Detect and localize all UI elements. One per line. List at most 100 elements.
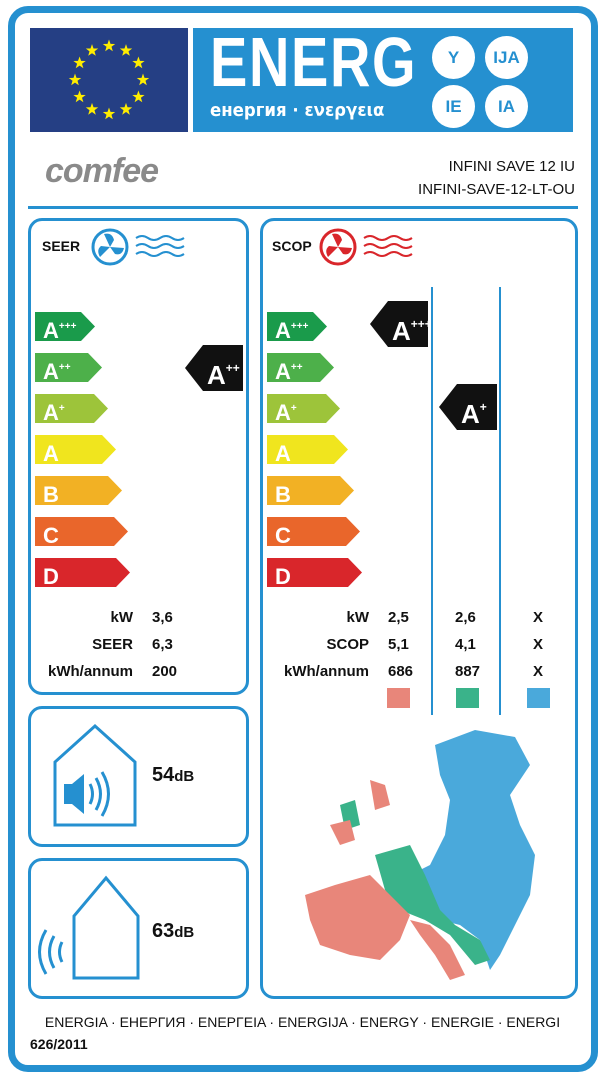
- class-letter: A: [275, 400, 291, 425]
- indoor-db-unit: dB: [174, 768, 195, 785]
- class-letter: C: [43, 523, 59, 548]
- seer-class-arrow: C: [35, 517, 128, 546]
- indoor-noise-panel: [28, 706, 249, 847]
- outdoor-db: 63: [152, 920, 175, 942]
- scop-row-value: 2,6: [455, 609, 476, 626]
- scop-row-value: X: [533, 636, 544, 653]
- fan-heating-icon: [319, 228, 413, 266]
- scop-class-arrow: D: [267, 558, 362, 587]
- seer-row-value: 3,6: [152, 609, 173, 626]
- model-outdoor: INFINI-SAVE-12-LT-OU: [418, 181, 575, 198]
- eu-star: [132, 90, 145, 103]
- scop-class-arrow: A: [267, 435, 348, 464]
- suffix-ia: IA: [485, 85, 528, 128]
- seer-row-label: SEER: [92, 636, 133, 653]
- class-letter: A: [43, 359, 59, 384]
- scop-row-value: X: [533, 663, 544, 680]
- scop-row-label: kWh/annum: [284, 663, 369, 680]
- model-indoor: INFINI SAVE 12 IU: [448, 158, 575, 175]
- seer-class-arrow: A+: [35, 394, 108, 423]
- class-sup: ++: [58, 362, 71, 373]
- class-letter: A: [43, 400, 59, 425]
- scop-class-arrow: C: [267, 517, 360, 546]
- scop-panel: [260, 218, 578, 999]
- scop-class-arrow: A+: [267, 394, 340, 423]
- indoor-noise-value: 54dB: [152, 764, 194, 787]
- eu-star: [73, 56, 86, 69]
- eu-star: [102, 39, 116, 52]
- eu-star: [119, 102, 133, 115]
- scop-rating-sup: +: [479, 400, 487, 414]
- header-subtitle: енергия · ενεργεια: [210, 100, 385, 121]
- seer-rating: A: [207, 360, 226, 390]
- seer-rating-sup: ++: [225, 361, 240, 375]
- scop-row-label: SCOP: [326, 636, 369, 653]
- suffix-ija: IJA: [485, 36, 528, 79]
- class-sup: +++: [290, 321, 309, 332]
- outdoor-db-unit: dB: [174, 924, 195, 941]
- column-divider: [499, 287, 501, 715]
- scop-rating-sup: +++: [410, 317, 432, 331]
- outdoor-noise-value: 63dB: [152, 920, 194, 943]
- scop-row-value: 686: [388, 663, 414, 680]
- seer-row-value: 200: [152, 663, 178, 680]
- class-letter: D: [43, 564, 59, 589]
- scop-class-arrow: B: [267, 476, 354, 505]
- zone-average-swatch: [456, 688, 479, 708]
- class-sup: ++: [290, 362, 303, 373]
- zone-warmer-swatch: [387, 688, 410, 708]
- seer-row-value: 6,3: [152, 636, 173, 653]
- scop-rating: A: [392, 316, 411, 346]
- seer-class-arrow: A++: [35, 353, 102, 382]
- regulation-number: 626/2011: [30, 1036, 88, 1052]
- eu-star: [85, 44, 99, 56]
- suffix-ie: IE: [432, 85, 475, 128]
- seer-class-arrow: A+++: [35, 312, 95, 341]
- eu-star: [85, 102, 99, 115]
- eu-star: [119, 44, 133, 56]
- class-letter: B: [275, 482, 291, 507]
- class-letter: A: [43, 441, 59, 466]
- scop-row-value: X: [533, 609, 544, 626]
- indoor-db: 54: [152, 764, 175, 786]
- indoor-noise-icon: [53, 723, 137, 827]
- suffix-y: Y: [432, 36, 475, 79]
- outdoor-noise-icon: [38, 875, 140, 980]
- fan-cooling-icon: [91, 228, 185, 266]
- eu-star: [102, 107, 116, 120]
- class-letter: D: [275, 564, 291, 589]
- eu-star: [68, 73, 82, 86]
- brand-logo: comfee: [45, 152, 159, 190]
- europe-climate-map: [305, 730, 535, 980]
- column-divider: [431, 287, 433, 715]
- scop-row-value: 2,5: [388, 609, 409, 626]
- zone-colder-swatch: [527, 688, 550, 708]
- scop-row-value: 5,1: [388, 636, 409, 653]
- class-letter: A: [43, 318, 59, 343]
- eu-star: [136, 73, 150, 86]
- class-letter: A: [275, 441, 291, 466]
- seer-class-arrow: A: [35, 435, 116, 464]
- seer-class-arrow: D: [35, 558, 130, 587]
- class-letter: B: [43, 482, 59, 507]
- scop-row-value: 4,1: [455, 636, 476, 653]
- scop-row-value: 887: [455, 663, 481, 680]
- scop-class-arrow: A+++: [267, 312, 327, 341]
- header-title: ENERG: [210, 23, 418, 101]
- class-letter: A: [275, 359, 291, 384]
- class-sup: +: [290, 403, 297, 414]
- seer-title: SEER: [42, 238, 81, 254]
- eu-flag: [30, 28, 188, 132]
- seer-row-label: kWh/annum: [48, 663, 133, 680]
- scop-title: SCOP: [272, 238, 312, 254]
- class-sup: +++: [58, 321, 77, 332]
- class-letter: A: [275, 318, 291, 343]
- seer-row-label: kW: [110, 609, 134, 626]
- footer-languages: ENERGIA · ЕНЕРГИЯ · ΕΝΕΡΓΕΙΑ · ENERGIJA …: [44, 1014, 561, 1030]
- eu-star: [73, 90, 86, 103]
- divider: [28, 206, 578, 209]
- eu-stars-icon: [68, 39, 150, 120]
- eu-star: [132, 56, 145, 69]
- outdoor-noise-panel: [28, 858, 249, 999]
- label-frame: [8, 6, 598, 1072]
